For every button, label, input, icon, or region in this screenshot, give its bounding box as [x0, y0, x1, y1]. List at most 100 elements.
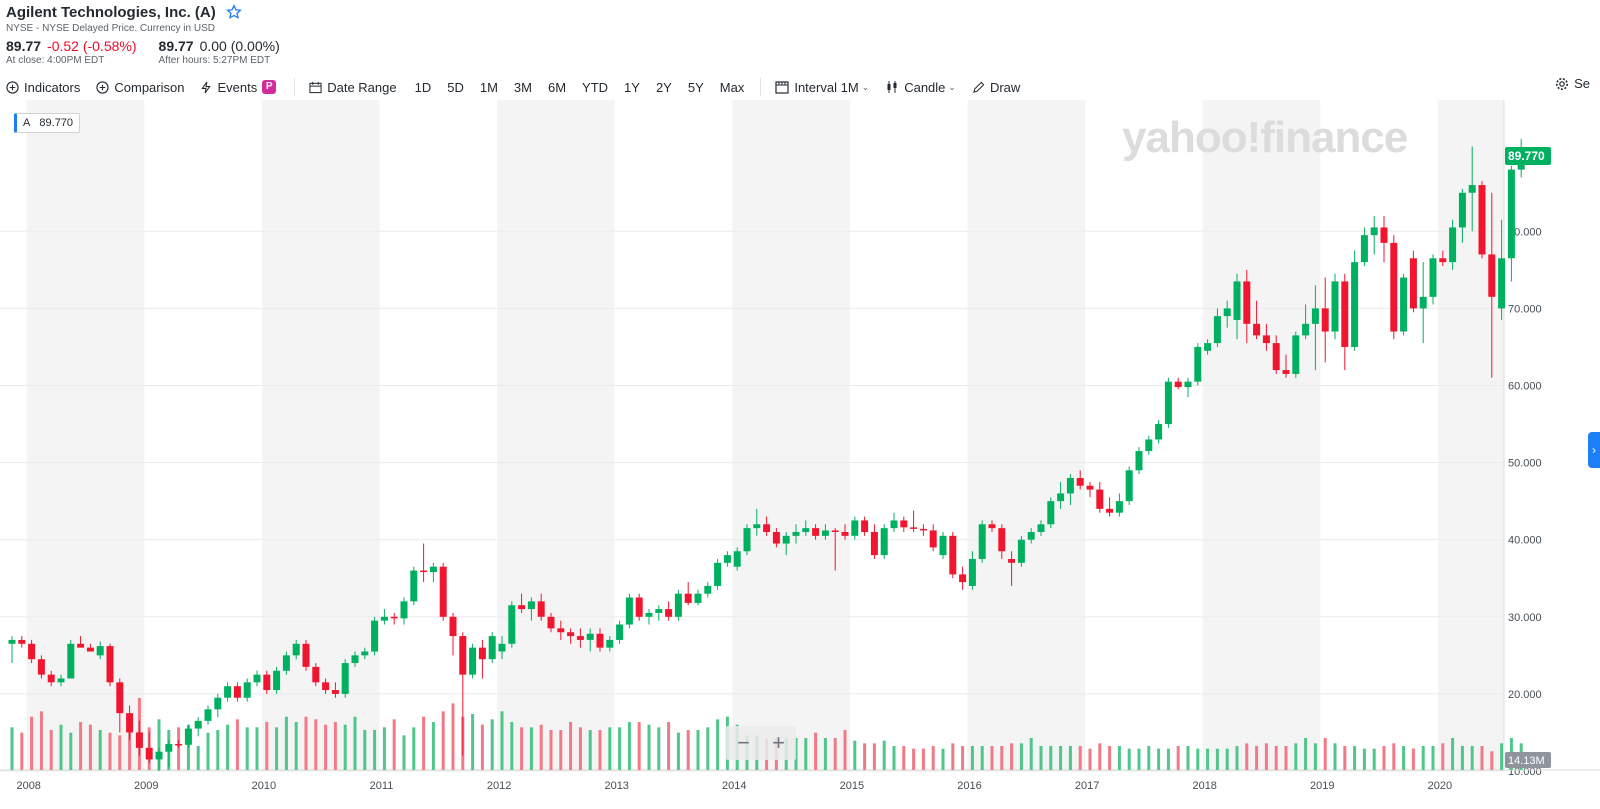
range-2y[interactable]: 2Y [655, 79, 672, 95]
range-1m[interactable]: 1M [479, 79, 498, 95]
y-tick-label: 40.000 [1508, 535, 1542, 547]
candle-body [224, 686, 232, 698]
volume-bar [59, 724, 63, 770]
volume-bar [902, 746, 906, 770]
x-tick-label: 2012 [487, 780, 511, 792]
candle-body [1507, 169, 1515, 259]
candle-body [380, 616, 388, 621]
candlestick-chart[interactable]: 2008 2009 2010 2011 2012 2013 2014 2015 2016 2017… [0, 100, 1600, 809]
date-range-button[interactable]: Date Range [309, 80, 397, 95]
settings-button[interactable]: Se [1555, 76, 1590, 91]
candle-body [723, 555, 731, 563]
volume-bar [1421, 746, 1425, 770]
candle-body [312, 666, 320, 683]
candle-body [1409, 258, 1417, 309]
candle-body [116, 682, 124, 714]
volume-bar [177, 727, 181, 770]
events-label: Events [217, 79, 258, 95]
x-tick-label: 2014 [722, 780, 746, 792]
candle-body [763, 524, 771, 532]
volume-bar [1010, 743, 1014, 770]
chart-area[interactable]: 2008 2009 2010 2011 2012 2013 2014 2015 2016 2017… [0, 100, 1600, 809]
candle-body [1262, 335, 1270, 344]
candle-body [1135, 451, 1143, 471]
interval-dropdown[interactable]: Interval 1M ⌄ [775, 80, 869, 95]
range-ytd[interactable]: YTD [582, 79, 609, 95]
volume-bar [1196, 748, 1200, 770]
volume-bar [931, 746, 935, 770]
range-1d[interactable]: 1D [414, 79, 432, 95]
candle-body [1106, 508, 1114, 513]
candle-body [1076, 478, 1084, 486]
x-tick-label: 2011 [370, 780, 394, 792]
volume-bar [912, 748, 916, 770]
candle-body [204, 709, 212, 721]
volume-bar [980, 746, 984, 770]
candle-body [1184, 381, 1192, 388]
close-label: At close: 4:00PM EDT [6, 55, 105, 66]
range-5d[interactable]: 5D [447, 79, 464, 95]
panel-expand-arrow[interactable]: › [1588, 432, 1600, 468]
range-3m[interactable]: 3M [513, 79, 532, 95]
volume-bar [529, 727, 533, 770]
candle-body [1302, 323, 1310, 336]
candle-body [1086, 485, 1094, 490]
volume-bar [823, 738, 827, 770]
volume-bar [471, 714, 475, 770]
volume-bar [1059, 746, 1063, 770]
volume-bar [1490, 751, 1494, 770]
range-6m[interactable]: 6M [547, 79, 567, 95]
range-max[interactable]: Max [719, 79, 745, 95]
volume-bar [314, 719, 318, 770]
year-band [1202, 100, 1321, 770]
star-icon[interactable] [225, 4, 242, 20]
chart-style-dropdown[interactable]: Candle ⌄ [885, 80, 956, 95]
lightning-icon [201, 81, 212, 93]
candle-body [96, 646, 104, 656]
candle-body [557, 628, 565, 633]
comparison-label: Comparison [114, 79, 185, 95]
after-hours-quote: 89.77 0.00 (0.00%) After hours: 5:27PM ED… [159, 38, 280, 67]
volume-bar [1117, 746, 1121, 770]
volume-bar [245, 727, 249, 770]
volume-bar [1206, 748, 1210, 770]
volume-bar [843, 730, 847, 770]
volume-bar [98, 730, 102, 770]
range-5y[interactable]: 5Y [687, 79, 704, 95]
volume-bar [1411, 748, 1415, 770]
volume-bar [1294, 743, 1298, 770]
toolbar-divider [760, 78, 762, 96]
candle-body [341, 663, 349, 694]
volume-bar [1333, 743, 1337, 770]
chevron-down-icon: ⌄ [861, 81, 870, 92]
candle-body [684, 593, 692, 603]
zoom-out-button[interactable]: − [737, 730, 750, 755]
candle-body [939, 535, 947, 556]
volume-bar [569, 722, 573, 770]
volume-bar [1019, 743, 1023, 770]
events-button[interactable]: Events P [200, 79, 277, 95]
volume-tag [1505, 752, 1551, 768]
volume-bar [1460, 746, 1464, 770]
legend-symbol: A [23, 117, 31, 129]
draw-label: Draw [989, 79, 1021, 95]
year-band [497, 100, 615, 770]
candle-body [1243, 281, 1251, 324]
candle-body [576, 636, 584, 640]
last-price-tag [1505, 146, 1551, 165]
volume-label: 14.13M [1508, 755, 1545, 767]
series-legend[interactable]: A 89.770 [14, 113, 81, 133]
candle-body [478, 647, 486, 660]
candle-body [1057, 493, 1065, 502]
volume-bar [1225, 748, 1229, 770]
indicators-button[interactable]: Indicators [6, 80, 80, 95]
calendar-icon [309, 81, 322, 93]
y-tick-label: 30.000 [1508, 612, 1542, 624]
range-1y[interactable]: 1Y [624, 79, 640, 95]
comparison-button[interactable]: Comparison [96, 80, 184, 95]
zoom-in-button[interactable]: + [772, 730, 785, 755]
volume-bar [1029, 738, 1033, 770]
volume-bar [882, 740, 886, 770]
draw-button[interactable]: Draw [972, 80, 1020, 95]
volume-bar [647, 724, 651, 770]
